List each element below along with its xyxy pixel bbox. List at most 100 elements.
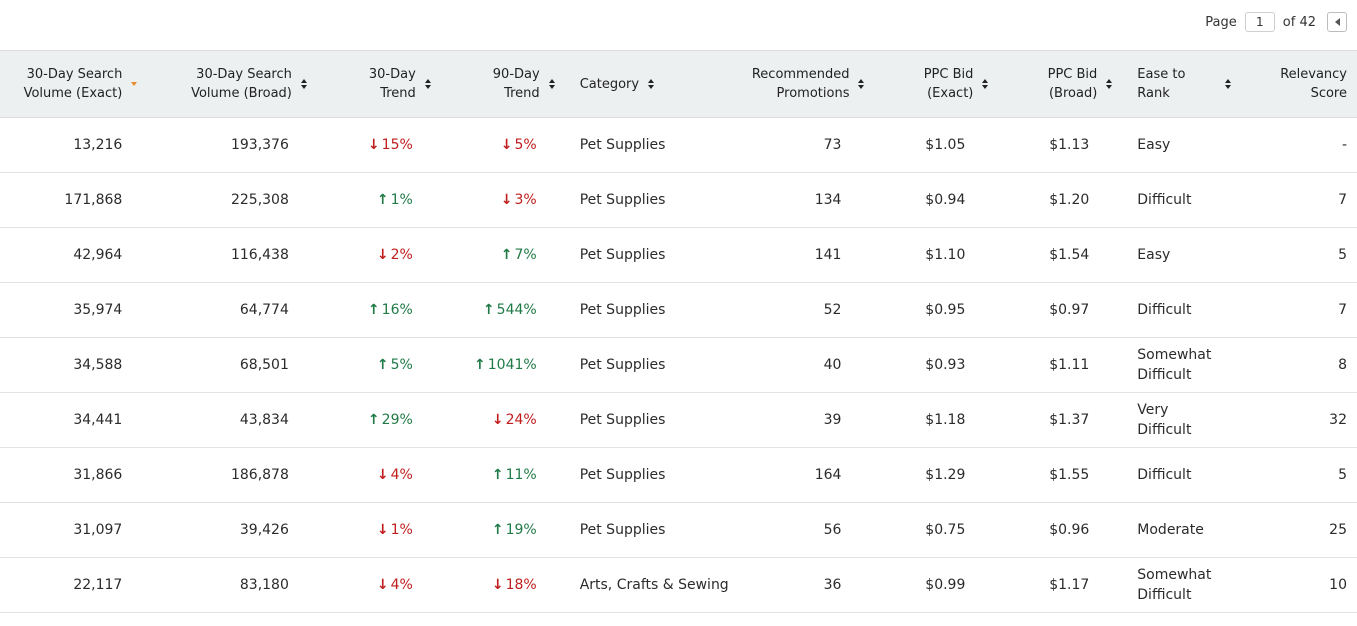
cell-vol-broad: 64,774: [150, 282, 317, 338]
cell-relevancy: 7: [1246, 282, 1357, 338]
header-relevancy[interactable]: Relevancy Score: [1246, 50, 1357, 118]
header-category[interactable]: Category: [564, 50, 751, 118]
cell-ppc-exact: $1.18: [874, 392, 999, 448]
header-label-line: PPC Bid: [1047, 67, 1098, 82]
header-label-line: Score: [1310, 86, 1347, 101]
cell-ppc-broad: $1.11: [998, 337, 1123, 393]
cell-trend-30: ↓ 2%: [316, 227, 441, 283]
table-row[interactable]: 13,216 193,376 ↓ 15% ↓ 5% Pet Supplies 73 $1.05 $…: [0, 117, 1357, 173]
cell-trend-30: ↑ 29%: [316, 392, 441, 448]
header-promotions[interactable]: Recommended Promotions: [750, 50, 875, 118]
cell-ppc-exact: $0.95: [874, 282, 999, 338]
header-label-line: 30-Day Search: [26, 67, 123, 82]
cell-relevancy: 5: [1246, 447, 1357, 503]
trend-value: 4%: [390, 467, 413, 483]
sort-icon[interactable]: [1225, 79, 1232, 89]
cell-ppc-exact: $0.75: [874, 502, 999, 558]
cell-vol-exact: 35,974: [0, 282, 151, 338]
header-label-line: Promotions: [776, 86, 850, 101]
header-label-line: 30-Day Search: [196, 67, 292, 82]
cell-vol-broad: 193,376: [150, 117, 317, 173]
cell-vol-broad: 116,438: [150, 227, 317, 283]
cell-ease-to-rank: Difficult: [1122, 282, 1247, 338]
table-row[interactable]: 34,441 43,834 ↑ 29% ↓ 24% Pet Supplies 39 $1.18 $…: [0, 392, 1357, 448]
cell-trend-90: ↑ 1041%: [440, 337, 565, 393]
trend-up-arrow-icon: ↑: [491, 522, 504, 538]
table-row[interactable]: 31,097 39,426 ↓ 1% ↑ 19% Pet Supplies 56 $0.75 $0…: [0, 502, 1357, 558]
cell-vol-broad: 68,501: [150, 337, 317, 393]
cell-vol-exact: 31,097: [0, 502, 151, 558]
header-trend-90[interactable]: 90-Day Trend: [440, 50, 565, 118]
sort-icon[interactable]: [1106, 79, 1113, 89]
cell-trend-30: ↓ 4%: [316, 557, 441, 613]
table-row[interactable]: 31,866 186,878 ↓ 4% ↑ 11% Pet Supplies 164 $1.29…: [0, 447, 1357, 503]
trend-down-arrow-icon: ↓: [376, 577, 389, 593]
cell-promotions: 73: [750, 117, 875, 173]
previous-page-button[interactable]: [1327, 12, 1347, 32]
header-vol-exact[interactable]: 30-Day Search Volume (Exact): [0, 50, 151, 118]
header-ppc-exact[interactable]: PPC Bid (Exact): [874, 50, 999, 118]
cell-ppc-broad: $1.13: [998, 117, 1123, 173]
cell-promotions: 39: [750, 392, 875, 448]
table-row[interactable]: 42,964 116,438 ↓ 2% ↑ 7% Pet Supplies 141 $1.10 $…: [0, 227, 1357, 283]
cell-promotions: 52: [750, 282, 875, 338]
cell-ppc-broad: $1.37: [998, 392, 1123, 448]
trend-up-arrow-icon: ↑: [491, 467, 504, 483]
cell-trend-30: ↑ 1%: [316, 172, 441, 228]
sort-icon[interactable]: [982, 79, 989, 89]
trend-down-arrow-icon: ↓: [376, 522, 389, 538]
trend-value: 7%: [514, 247, 537, 263]
header-label-line: Ease to: [1137, 67, 1186, 82]
cell-trend-90: ↓ 5%: [440, 117, 565, 173]
cell-category: Arts, Crafts & Sewing: [564, 557, 751, 613]
cell-category: Pet Supplies: [564, 172, 751, 228]
cell-ease-to-rank: Somewhat Difficult: [1122, 557, 1247, 613]
cell-promotions: 56: [750, 502, 875, 558]
trend-value: 19%: [505, 522, 537, 538]
header-trend-30[interactable]: 30-Day Trend: [316, 50, 441, 118]
cell-trend-90: ↑ 19%: [440, 502, 565, 558]
header-ppc-broad[interactable]: PPC Bid (Broad): [998, 50, 1123, 118]
trend-value: 11%: [505, 467, 537, 483]
trend-up-arrow-icon: ↑: [482, 302, 495, 318]
cell-ppc-exact: $0.99: [874, 557, 999, 613]
cell-vol-exact: 34,588: [0, 337, 151, 393]
cell-vol-broad: 83,180: [150, 557, 317, 613]
table-row[interactable]: 35,974 64,774 ↑ 16% ↑ 544% Pet Supplies 52 $0.95…: [0, 282, 1357, 338]
page-number-input[interactable]: [1244, 12, 1275, 32]
chevron-left-icon: [1334, 18, 1340, 26]
trend-up-arrow-icon: ↑: [367, 412, 380, 428]
trend-down-arrow-icon: ↓: [500, 192, 513, 208]
cell-trend-90: ↓ 3%: [440, 172, 565, 228]
sort-icon[interactable]: [858, 79, 865, 89]
trend-value: 3%: [514, 192, 537, 208]
cell-ease-to-rank: Moderate: [1122, 502, 1247, 558]
header-label-line: Volume (Broad): [191, 86, 292, 101]
trend-value: 5%: [390, 357, 413, 373]
header-label-line: (Exact): [927, 86, 974, 101]
trend-down-arrow-icon: ↓: [500, 137, 513, 153]
trend-value: 5%: [514, 137, 537, 153]
sort-icon[interactable]: [300, 79, 308, 89]
table-row[interactable]: 171,868 225,308 ↑ 1% ↓ 3% Pet Supplies 134 $0.94…: [0, 172, 1357, 228]
table-row[interactable]: 34,588 68,501 ↑ 5% ↑ 1041% Pet Supplies 40 $0.93…: [0, 337, 1357, 393]
cell-ppc-exact: $1.05: [874, 117, 999, 173]
table-row[interactable]: 22,117 83,180 ↓ 4% ↓ 18% Arts, Crafts & Sewing…: [0, 557, 1357, 613]
cell-vol-exact: 34,441: [0, 392, 151, 448]
cell-relevancy: 10: [1246, 557, 1357, 613]
sort-icon[interactable]: [548, 79, 556, 89]
cell-ppc-broad: $0.97: [998, 282, 1123, 338]
cell-relevancy: 8: [1246, 337, 1357, 393]
sort-icon[interactable]: [424, 79, 432, 89]
header-ease-to-rank[interactable]: Ease to Rank: [1122, 50, 1247, 118]
sort-descending-icon[interactable]: [131, 82, 138, 86]
cell-ppc-exact: $0.93: [874, 337, 999, 393]
header-label-line: Recommended: [751, 67, 850, 82]
cell-ease-to-rank: Easy: [1122, 117, 1247, 173]
cell-promotions: 40: [750, 337, 875, 393]
cell-vol-broad: 43,834: [150, 392, 317, 448]
sort-icon[interactable]: [648, 79, 655, 89]
header-vol-broad[interactable]: 30-Day Search Volume (Broad): [150, 50, 317, 118]
trend-down-arrow-icon: ↓: [491, 577, 504, 593]
cell-trend-90: ↓ 24%: [440, 392, 565, 448]
